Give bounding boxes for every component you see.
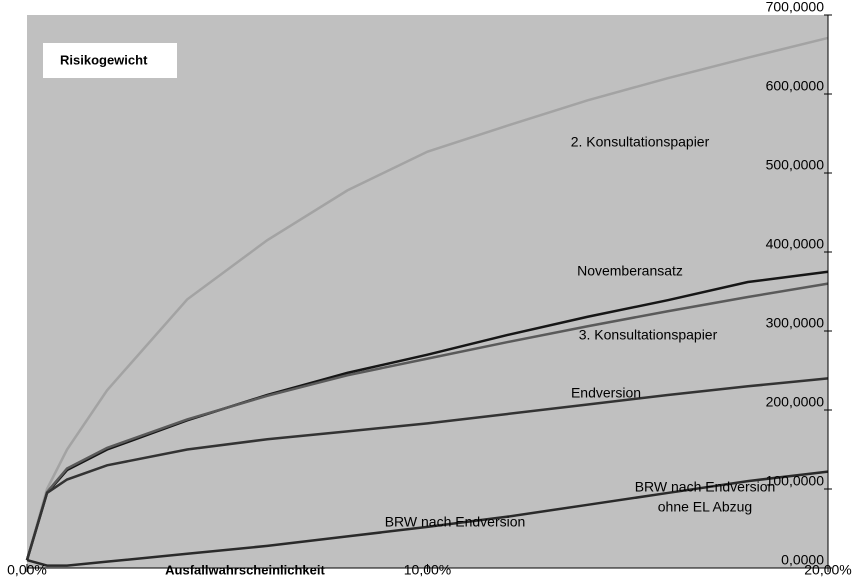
title-box: [43, 43, 177, 78]
annotation: Novemberansatz: [577, 263, 683, 279]
series-line: [25, 282, 829, 561]
series-line: [25, 36, 829, 561]
annotation: 2. Konsultationspapier: [571, 134, 710, 150]
annotation: BRW nach Endversion: [635, 479, 776, 495]
y-tick-label: 700,0000: [766, 0, 825, 15]
series-line: [26, 470, 829, 567]
y-tick-label: 600,0000: [766, 78, 825, 94]
annotation: 3. Konsultationspapier: [579, 327, 718, 343]
chart-title: Risikogewicht: [60, 52, 148, 67]
annotation: BRW nach Endversion: [385, 514, 526, 530]
annotation: ohne EL Abzug: [658, 499, 752, 515]
y-tick-label: 300,0000: [766, 315, 825, 331]
y-tick-label: 0,0000: [781, 552, 824, 568]
y-tick-label: 500,0000: [766, 157, 825, 173]
plot-area: [27, 15, 828, 568]
series-line: [25, 377, 829, 561]
x-tick-label: 0,00%: [7, 562, 47, 578]
annotation: Endversion: [571, 385, 641, 401]
y-tick-label: 400,0000: [766, 236, 825, 252]
x-tick-label: 20,00%: [804, 562, 851, 578]
y-tick-label: 200,0000: [766, 394, 825, 410]
x-axis-label: Ausfallwahrscheinlichkeit: [165, 562, 325, 577]
x-tick-label: 10,00%: [404, 562, 451, 578]
y-tick-label: 100,0000: [766, 473, 825, 489]
